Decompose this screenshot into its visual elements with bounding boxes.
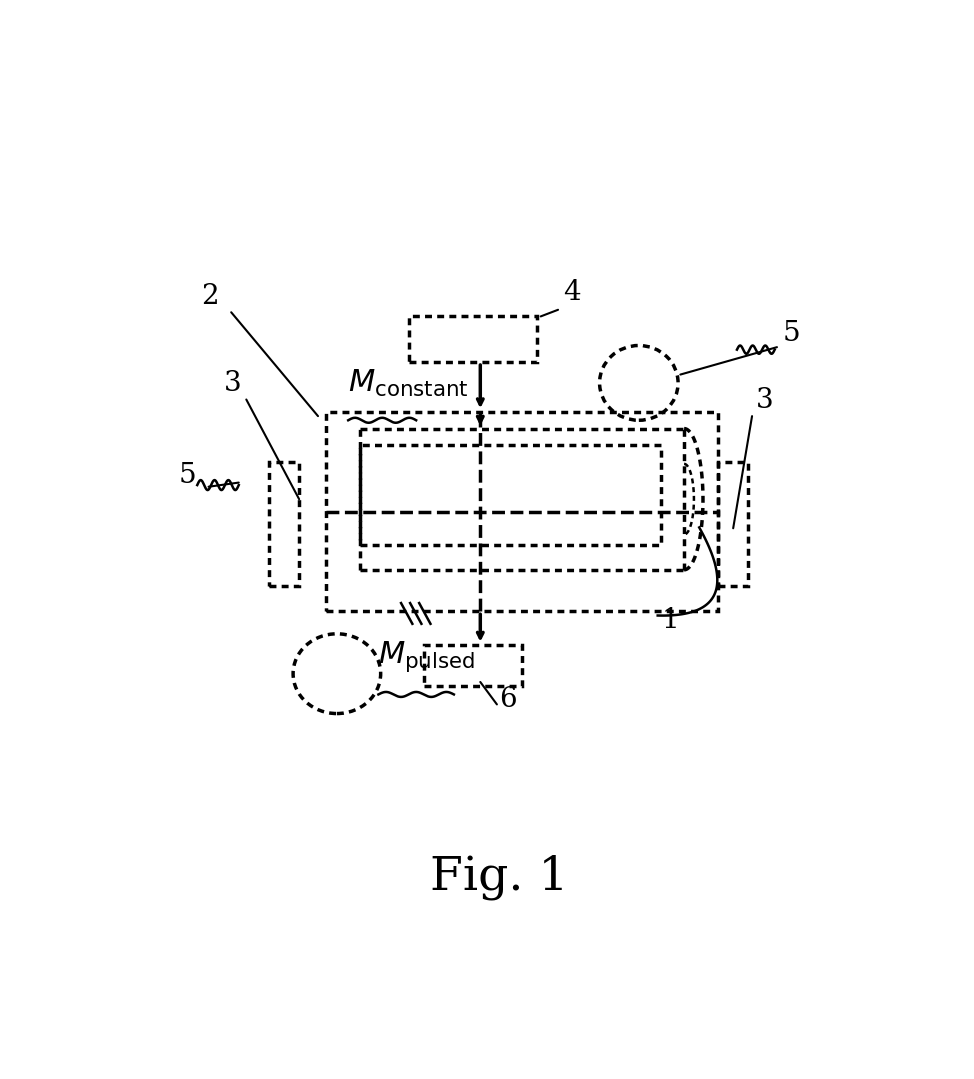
- Bar: [269, 462, 299, 587]
- Text: 6: 6: [500, 686, 517, 713]
- Text: 1: 1: [661, 607, 679, 634]
- Text: 3: 3: [756, 386, 773, 414]
- Text: 3: 3: [224, 370, 242, 397]
- Bar: [424, 644, 522, 686]
- Text: 4: 4: [563, 278, 581, 305]
- Text: Fig. 1: Fig. 1: [430, 855, 569, 900]
- Text: 5: 5: [178, 462, 196, 489]
- Bar: [409, 316, 537, 363]
- Text: $M_{\rm pulsed}$: $M_{\rm pulsed}$: [378, 639, 475, 673]
- Text: 2: 2: [201, 283, 218, 310]
- Bar: [359, 446, 661, 545]
- Bar: [718, 462, 748, 587]
- Bar: [325, 412, 718, 612]
- Text: 5: 5: [782, 320, 800, 347]
- Text: $M_{\rm constant}$: $M_{\rm constant}$: [349, 368, 468, 399]
